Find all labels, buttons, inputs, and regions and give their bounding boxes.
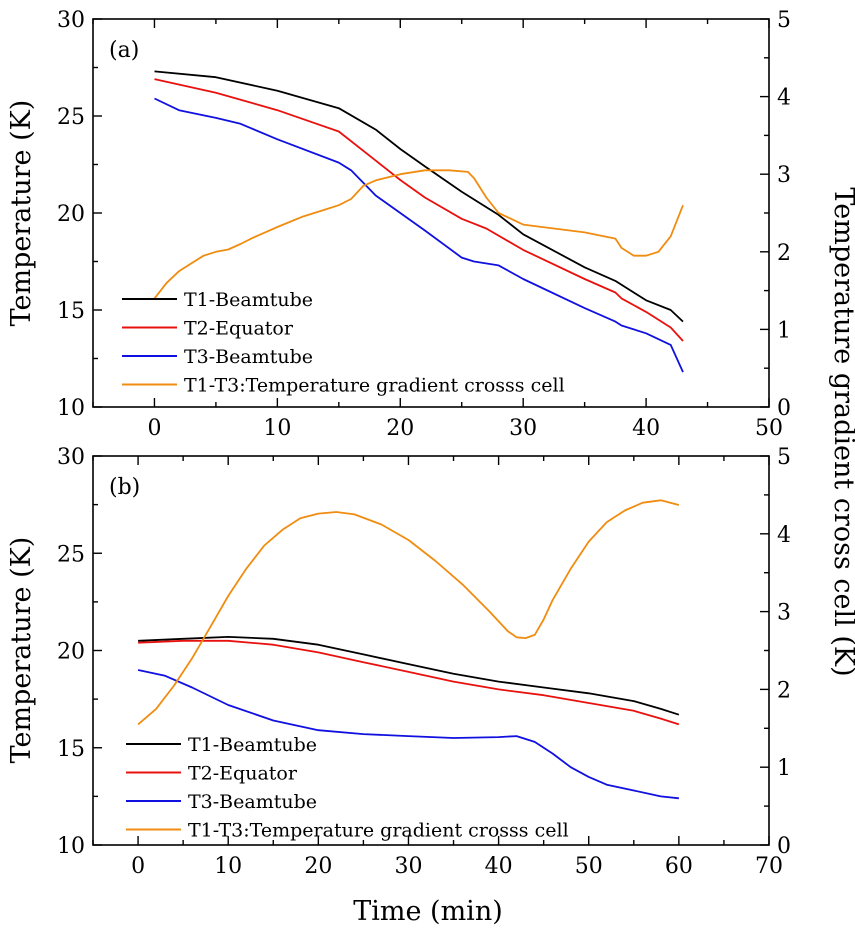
legend-label-gradient: T1-T3:Temperature gradient crosss cell (184, 375, 565, 397)
legend-label-t1: T1-Beamtube (184, 289, 313, 311)
y-tick-label-right: 5 (777, 8, 791, 33)
legend-label-t3: T3-Beamtube (188, 791, 317, 813)
x-tick-label: 10 (214, 854, 242, 879)
x-tick-label: 0 (147, 416, 161, 441)
panel-label: (a) (109, 38, 139, 63)
y-axis-title-left-b: Temperature (K) (6, 537, 37, 764)
series-line-t2 (138, 639, 680, 726)
series-line-gradient (137, 499, 680, 726)
y-axis-title-left-a: Temperature (K) (6, 100, 37, 327)
series-line-gradient (153, 169, 684, 299)
x-tick-label: 30 (509, 416, 537, 441)
y-tick-label-right: 0 (777, 396, 791, 421)
series-line-t1 (154, 70, 684, 323)
y-tick-label-left: 25 (57, 105, 85, 130)
x-tick-label: 20 (304, 854, 332, 879)
x-tick-label: 40 (485, 854, 513, 879)
panel-a: 0 10 20 30 40 50 10 15 20 25 30 0 1 2 3 4 5 (a) T1-Beamtub… (57, 8, 791, 441)
y-tick-label-right: 5 (777, 445, 791, 470)
y-tick-label-right: 4 (777, 523, 791, 548)
series-line-t3 (154, 97, 684, 373)
legend-label-t2: T2-Equator (184, 318, 294, 340)
y-tick-label-left: 20 (57, 640, 85, 665)
y-tick-label-left: 25 (57, 542, 85, 567)
y-tick-label-right: 0 (777, 834, 791, 859)
y-tick-label-left: 10 (57, 396, 85, 421)
legend-label-t3: T3-Beamtube (184, 346, 313, 368)
y-tick-label-left: 15 (57, 299, 85, 324)
legend-label-t1: T1-Beamtube (188, 734, 317, 756)
y-tick-label-right: 3 (777, 601, 791, 626)
x-tick-label: 40 (632, 416, 660, 441)
y-tick-label-right: 1 (777, 756, 791, 781)
x-axis-title: Time (min) (353, 896, 503, 927)
x-tick-label: 20 (386, 416, 414, 441)
legend-label-t2: T2-Equator (188, 763, 298, 785)
x-tick-label: 50 (755, 416, 783, 441)
x-tick-label: 50 (575, 854, 603, 879)
y-tick-label-right: 4 (777, 86, 791, 111)
x-tick-label: 10 (263, 416, 291, 441)
legend-label-gradient: T1-T3:Temperature gradient crosss cell (188, 820, 569, 842)
series-line-t3 (137, 669, 679, 800)
panel-b: 0 10 20 30 40 50 60 70 10 15 20 25 30 0 1 2 3 4 5 (b) T1-Bea… (57, 445, 791, 879)
y-tick-label-left: 10 (57, 834, 85, 859)
y-tick-label-right: 2 (777, 678, 791, 703)
y-tick-label-right: 1 (777, 318, 791, 343)
plot-frame (92, 455, 770, 846)
series-line-t1 (138, 636, 680, 716)
series-line-t2 (154, 78, 684, 342)
x-tick-label: 30 (394, 854, 422, 879)
y-tick-label-left: 20 (57, 202, 85, 227)
y-tick-label-right: 2 (777, 241, 791, 266)
x-tick-label: 70 (755, 854, 783, 879)
y-tick-label-left: 30 (57, 8, 85, 33)
x-tick-label: 60 (665, 854, 693, 879)
y-tick-label-left: 30 (57, 445, 85, 470)
y-axis-title-right: Temperature gradient cross cell (K) (828, 187, 855, 676)
x-tick-label: 0 (131, 854, 145, 879)
panel-label: (b) (109, 475, 140, 500)
y-tick-label-right: 3 (777, 163, 791, 188)
y-tick-label-left: 15 (57, 737, 85, 762)
